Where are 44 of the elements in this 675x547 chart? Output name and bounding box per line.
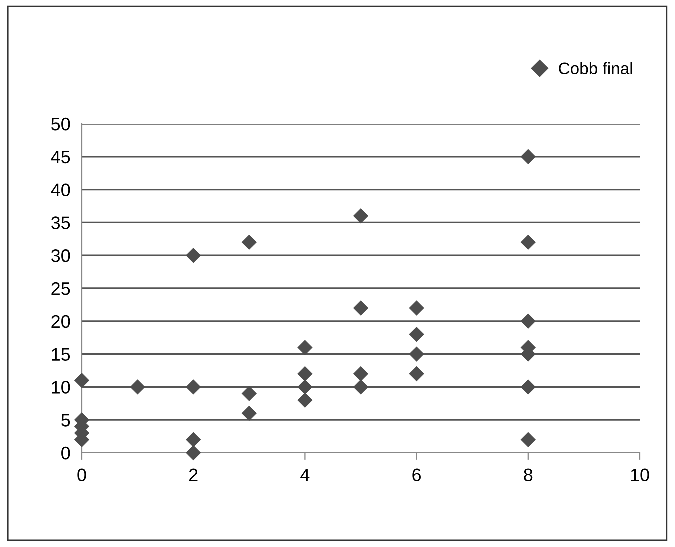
point bbox=[409, 300, 424, 316]
point bbox=[242, 386, 258, 402]
point bbox=[186, 248, 202, 264]
point bbox=[520, 380, 536, 395]
x-tick-label: 6 bbox=[412, 468, 422, 482]
point bbox=[242, 234, 258, 250]
y-tick-label: 50 bbox=[52, 118, 70, 131]
point bbox=[353, 300, 369, 316]
y-tick-label: 40 bbox=[51, 184, 70, 197]
point bbox=[409, 366, 424, 382]
point bbox=[409, 346, 424, 362]
x-tick-label: 4 bbox=[300, 468, 310, 482]
point bbox=[186, 432, 202, 448]
point bbox=[520, 432, 536, 448]
point bbox=[186, 445, 202, 461]
point bbox=[520, 149, 536, 165]
x-tick-label: 2 bbox=[189, 468, 198, 482]
x-tick-label: 0 bbox=[78, 468, 86, 482]
y-tick-label: 15 bbox=[52, 348, 70, 362]
y-tick-label: 0 bbox=[62, 446, 70, 460]
y-tick-label: 5 bbox=[62, 414, 70, 427]
point bbox=[520, 314, 536, 330]
y-tick-label: 45 bbox=[51, 151, 70, 164]
point bbox=[130, 380, 146, 395]
point bbox=[298, 380, 313, 395]
point bbox=[298, 392, 313, 408]
point bbox=[353, 366, 369, 382]
point bbox=[520, 234, 536, 250]
point bbox=[409, 326, 424, 342]
y-tick-label: 10 bbox=[52, 381, 70, 394]
point bbox=[298, 340, 313, 356]
point bbox=[242, 406, 258, 422]
y-tick-label: 30 bbox=[51, 250, 70, 262]
y-tick-label: 25 bbox=[52, 282, 70, 296]
y-tick-label: 20 bbox=[52, 315, 70, 328]
y-tick-label: 35 bbox=[51, 216, 70, 230]
x-tick-label: 10 bbox=[631, 468, 650, 482]
point bbox=[353, 208, 369, 224]
legend-label: Cobb final bbox=[559, 62, 632, 75]
point bbox=[74, 373, 90, 388]
point bbox=[353, 380, 369, 395]
point bbox=[298, 366, 313, 382]
point bbox=[186, 380, 202, 395]
x-tick-label: 8 bbox=[524, 468, 533, 482]
